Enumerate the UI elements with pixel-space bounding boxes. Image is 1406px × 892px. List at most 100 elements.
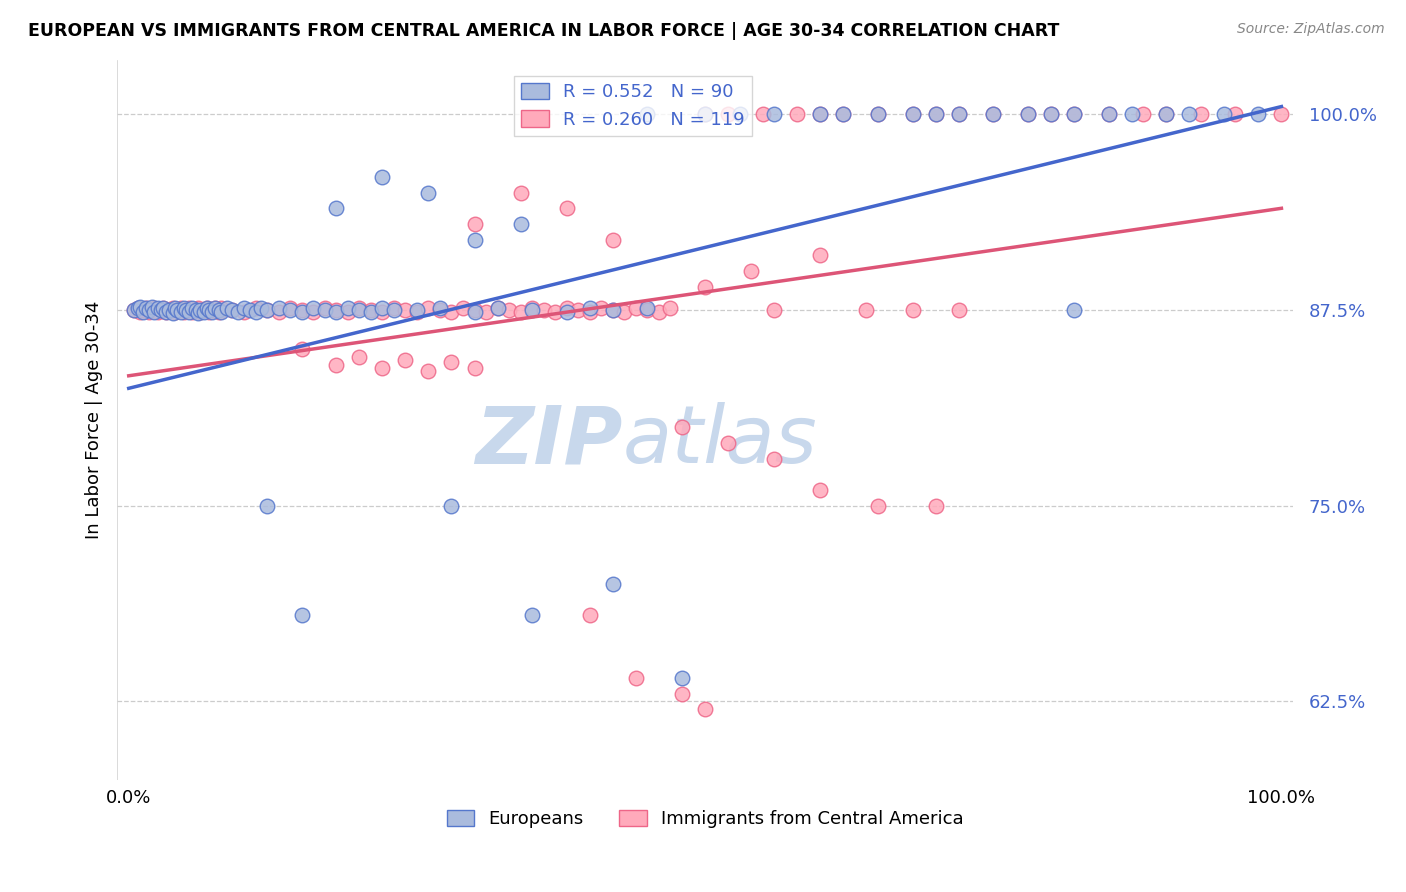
- Point: [717, 107, 740, 121]
- Point: [624, 301, 647, 316]
- Point: [188, 304, 211, 318]
- Point: [131, 303, 153, 318]
- Point: [981, 107, 1004, 121]
- Point: [124, 303, 146, 318]
- Point: [143, 301, 166, 316]
- Point: [124, 303, 146, 318]
- Point: [1121, 107, 1143, 121]
- Point: [245, 301, 267, 316]
- Point: [406, 303, 429, 318]
- Point: [866, 499, 889, 513]
- Point: [1178, 107, 1201, 121]
- Point: [636, 301, 658, 316]
- Point: [325, 202, 347, 216]
- Point: [636, 303, 658, 318]
- Point: [659, 301, 682, 316]
- Point: [808, 107, 831, 121]
- Point: [278, 303, 301, 318]
- Point: [325, 358, 347, 372]
- Point: [1039, 107, 1062, 121]
- Point: [184, 303, 207, 318]
- Point: [371, 304, 394, 318]
- Point: [239, 303, 262, 318]
- Point: [150, 303, 173, 318]
- Point: [832, 107, 855, 121]
- Point: [693, 279, 716, 293]
- Text: atlas: atlas: [623, 402, 817, 480]
- Point: [325, 304, 347, 318]
- Point: [602, 303, 624, 318]
- Point: [204, 301, 226, 316]
- Point: [131, 304, 153, 318]
- Point: [1039, 107, 1062, 121]
- Point: [1225, 107, 1247, 121]
- Point: [138, 303, 160, 318]
- Point: [221, 303, 243, 318]
- Point: [578, 608, 600, 623]
- Point: [555, 304, 578, 318]
- Point: [143, 304, 166, 318]
- Point: [314, 301, 336, 316]
- Point: [464, 303, 486, 318]
- Point: [832, 107, 855, 121]
- Point: [1097, 107, 1119, 121]
- Point: [1063, 107, 1085, 121]
- Point: [157, 303, 180, 318]
- Point: [808, 107, 831, 121]
- Point: [256, 303, 278, 318]
- Point: [349, 303, 371, 318]
- Point: [486, 301, 509, 316]
- Point: [1097, 107, 1119, 121]
- Point: [360, 303, 382, 318]
- Point: [866, 107, 889, 121]
- Point: [291, 608, 314, 623]
- Point: [429, 301, 451, 316]
- Point: [129, 304, 152, 318]
- Point: [1132, 107, 1154, 121]
- Point: [451, 301, 474, 316]
- Point: [152, 301, 174, 316]
- Point: [1247, 107, 1270, 121]
- Point: [349, 301, 371, 316]
- Point: [555, 301, 578, 316]
- Point: [464, 361, 486, 376]
- Point: [440, 354, 463, 368]
- Point: [418, 301, 440, 316]
- Point: [693, 107, 716, 121]
- Point: [267, 304, 290, 318]
- Point: [226, 304, 249, 318]
- Point: [163, 301, 186, 316]
- Point: [464, 304, 486, 318]
- Point: [267, 301, 290, 316]
- Point: [129, 300, 152, 314]
- Point: [184, 303, 207, 318]
- Point: [371, 169, 394, 184]
- Point: [187, 306, 209, 320]
- Point: [901, 303, 924, 318]
- Point: [751, 107, 773, 121]
- Point: [360, 304, 382, 318]
- Point: [948, 107, 970, 121]
- Point: [176, 303, 198, 318]
- Point: [157, 303, 180, 318]
- Point: [166, 303, 188, 318]
- Point: [173, 301, 195, 316]
- Point: [173, 304, 195, 318]
- Point: [155, 304, 177, 318]
- Point: [150, 303, 173, 318]
- Point: [169, 301, 191, 316]
- Point: [475, 304, 498, 318]
- Point: [555, 202, 578, 216]
- Point: [141, 303, 163, 318]
- Point: [728, 107, 751, 121]
- Point: [250, 301, 273, 316]
- Point: [135, 301, 157, 316]
- Point: [948, 107, 970, 121]
- Point: [808, 483, 831, 497]
- Point: [948, 303, 970, 318]
- Point: [671, 686, 693, 700]
- Point: [602, 577, 624, 591]
- Point: [138, 304, 160, 318]
- Point: [1189, 107, 1212, 121]
- Point: [578, 301, 600, 316]
